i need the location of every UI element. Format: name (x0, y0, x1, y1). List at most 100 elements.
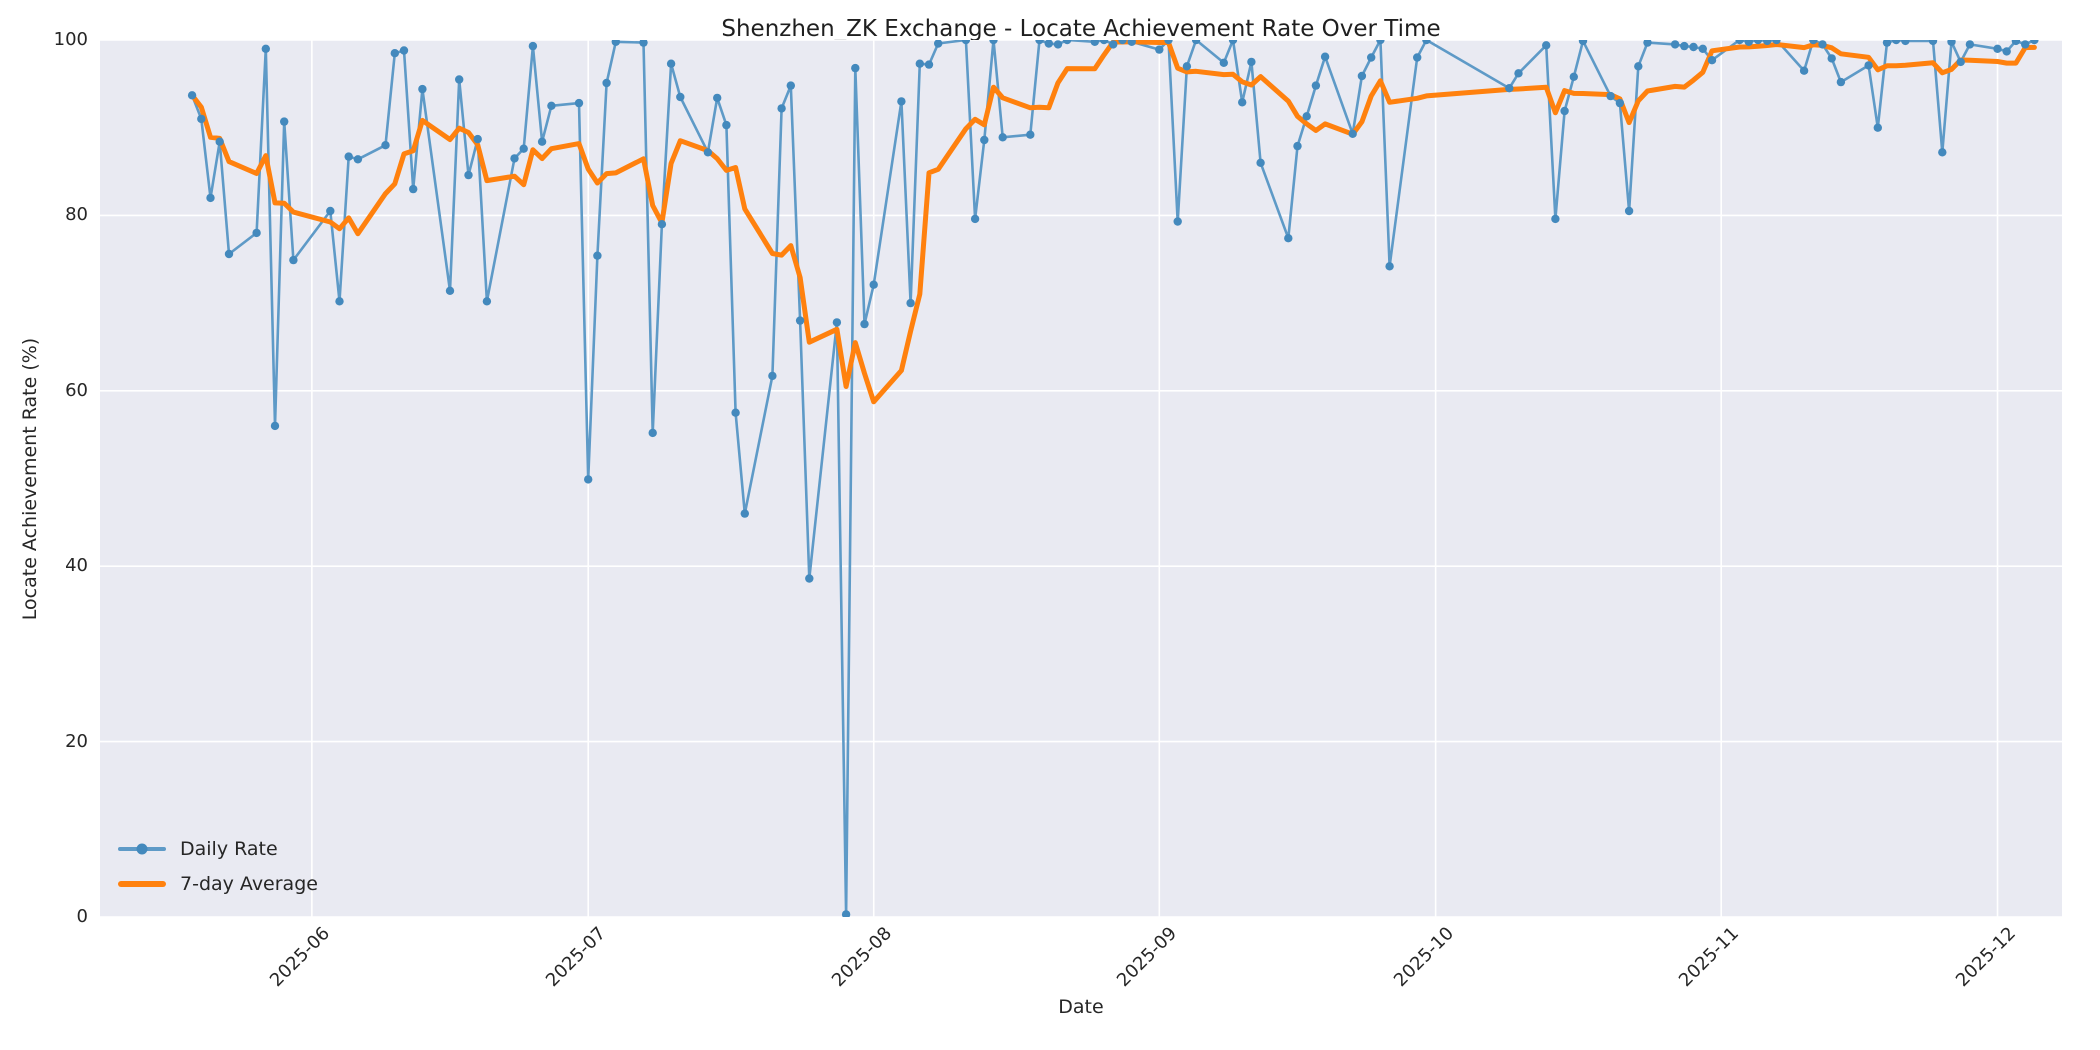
daily-rate-marker (768, 371, 777, 381)
daily-rate-marker (252, 228, 261, 238)
daily-rate-marker (1191, 40, 1201, 45)
daily-rate-marker (455, 75, 464, 84)
daily-rate-marker (832, 318, 842, 327)
daily-rate-marker (197, 114, 206, 124)
daily-rate-marker (353, 155, 363, 164)
daily-rate-marker (805, 574, 814, 583)
daily-rate-marker (1063, 40, 1072, 45)
daily-rate-marker (1320, 52, 1330, 61)
daily-rate-marker (713, 93, 722, 103)
daily-rate-marker (1302, 112, 1311, 121)
daily-rate-marker (1422, 40, 1431, 45)
y-tick-label: 80 (65, 204, 88, 226)
x-tick-label: 2025-10 (1389, 922, 1458, 992)
daily-rate-marker (1818, 40, 1827, 49)
daily-rate-marker (1118, 40, 1127, 45)
daily-rate-marker (915, 59, 924, 68)
daily-rate-marker (1707, 56, 1717, 65)
daily-rate-marker (1956, 57, 1965, 67)
daily-rate-marker (335, 297, 344, 306)
daily-rate-marker (1901, 40, 1910, 46)
daily-rate-marker (1099, 40, 1109, 45)
daily-rate-marker (1293, 141, 1302, 151)
daily-rate-marker (409, 184, 418, 194)
daily-rate-marker (1606, 91, 1615, 101)
daily-rate-marker (187, 91, 197, 100)
y-tick-label: 60 (65, 379, 88, 401)
daily-rate-marker (1864, 61, 1873, 70)
daily-rate-marker (1247, 57, 1256, 67)
daily-rate-marker (1551, 214, 1560, 224)
plot-area (100, 40, 2062, 917)
daily-rate-marker (1569, 72, 1579, 81)
daily-rate-marker (1735, 40, 1744, 45)
daily-rate-marker (1228, 40, 1238, 45)
daily-rate-marker (1035, 40, 1044, 45)
daily-rate-line-sample-icon (118, 836, 166, 862)
daily-rate-marker (547, 101, 556, 110)
daily-rate-marker (2011, 40, 2021, 46)
legend-label-7day-average: 7-day Average (180, 873, 318, 895)
daily-rate-marker (261, 44, 270, 53)
y-tick-label: 0 (76, 906, 88, 927)
daily-rate-marker (270, 421, 280, 431)
daily-rate-marker (1698, 44, 1708, 53)
legend: Daily Rate 7-day Average (118, 836, 318, 897)
average-line-sample-icon (118, 871, 166, 897)
daily-rate-marker (860, 319, 869, 329)
daily-rate-marker (1173, 217, 1182, 226)
daily-rate-marker (537, 137, 547, 146)
y-tick-label: 40 (65, 555, 88, 577)
daily-rate-marker (980, 135, 989, 145)
daily-rate-marker (1928, 40, 1938, 46)
daily-rate-marker (574, 98, 584, 108)
daily-rate-marker (703, 148, 713, 157)
chart-canvas (100, 40, 2062, 917)
daily-rate-marker (1219, 58, 1229, 67)
daily-rate-marker (1044, 40, 1053, 48)
daily-rate-marker (666, 59, 676, 68)
daily-rate-marker (906, 298, 915, 308)
daily-rate-marker (1836, 77, 1846, 87)
daily-rate-marker (399, 46, 409, 55)
daily-rate-marker (786, 81, 795, 90)
daily-rate-marker (326, 206, 335, 216)
daily-rate-marker (1385, 262, 1394, 271)
daily-rate-marker (482, 297, 492, 306)
daily-rate-marker (1643, 40, 1652, 47)
daily-rate-marker (1892, 40, 1901, 45)
daily-rate-marker (1155, 45, 1164, 54)
daily-rate-marker (1809, 40, 1818, 45)
daily-rate-marker (989, 40, 998, 45)
x-axis-label: Date (1058, 996, 1104, 1018)
daily-rate-marker (1993, 44, 2002, 53)
daily-rate-marker (1311, 81, 1321, 90)
legend-entry-7day-average: 7-day Average (118, 871, 318, 897)
seven-day-average-line (189, 40, 2037, 405)
daily-rate-marker (611, 40, 620, 46)
daily-rate-marker (1560, 106, 1569, 116)
y-tick-label: 20 (65, 730, 88, 752)
x-tick-label: 2025-08 (827, 922, 896, 992)
daily-rate-marker (584, 475, 593, 484)
daily-rate-marker (731, 408, 740, 417)
daily-rate-marker (970, 214, 980, 224)
legend-entry-daily-rate: Daily Rate (118, 836, 318, 862)
daily-rate-marker (1514, 69, 1523, 78)
daily-rate-marker (1376, 40, 1385, 45)
daily-rate-marker (657, 220, 667, 229)
daily-rate-marker (1689, 42, 1698, 52)
daily-rate-marker (1772, 40, 1781, 45)
daily-rate-marker (1947, 40, 1956, 46)
daily-rate-marker (1873, 123, 1883, 132)
x-tick-label: 2025-11 (1675, 922, 1744, 992)
daily-rate-marker (344, 152, 353, 161)
daily-rate-marker (639, 40, 648, 47)
daily-rate-marker (1938, 148, 1947, 157)
daily-rate-marker (924, 60, 934, 69)
daily-rate-marker (418, 84, 427, 94)
daily-rate-marker (473, 134, 482, 144)
daily-rate-marker (1624, 206, 1634, 216)
daily-rate-marker (289, 255, 298, 265)
